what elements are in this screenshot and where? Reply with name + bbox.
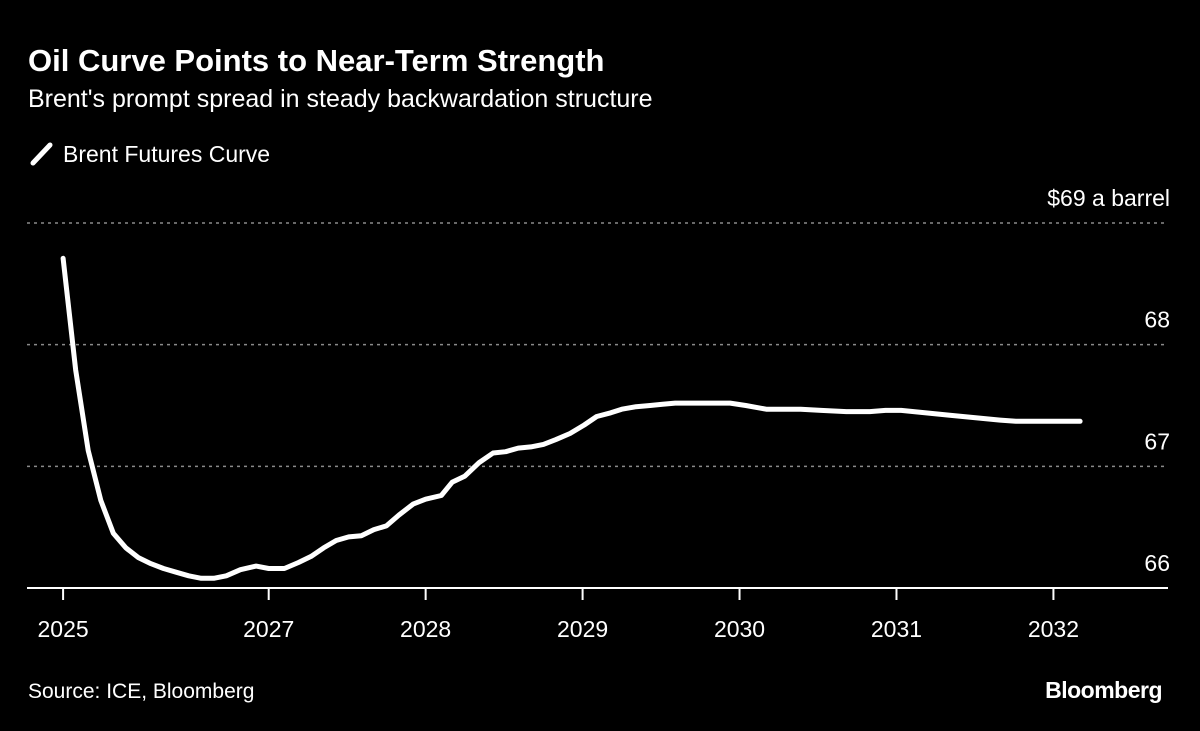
legend: Brent Futures Curve — [30, 141, 270, 167]
chart-subtitle: Brent's prompt spread in steady backward… — [28, 85, 653, 113]
series-line-brent-futures-curve — [60, 255, 1083, 581]
x-tick-label: 2032 — [1028, 616, 1079, 642]
y-tick-label: 68 — [1144, 307, 1170, 333]
chart-title: Oil Curve Points to Near-Term Strength — [28, 43, 604, 78]
x-tick-label: 2029 — [557, 616, 608, 642]
y-tick-label: 67 — [1144, 428, 1170, 454]
bloomberg-logo: Bloomberg — [1045, 677, 1162, 703]
y-tick-label: 66 — [1144, 550, 1170, 576]
x-tick-label: 2027 — [243, 616, 294, 642]
gridlines — [27, 222, 1168, 468]
x-tick-label: 2031 — [871, 616, 922, 642]
y-tick-label: $69 a barrel — [1047, 185, 1170, 211]
x-tick-label: 2025 — [38, 616, 89, 642]
x-tick-label: 2028 — [400, 616, 451, 642]
x-axis: 2025 2027 2028 2029 2030 2031 2032 — [27, 587, 1168, 642]
legend-swatch — [30, 142, 53, 166]
y-axis: $69 a barrel 68 67 66 — [1047, 185, 1170, 576]
source-note: Source: ICE, Bloomberg — [28, 680, 254, 703]
x-tick-label: 2030 — [714, 616, 765, 642]
legend-label: Brent Futures Curve — [63, 141, 270, 167]
